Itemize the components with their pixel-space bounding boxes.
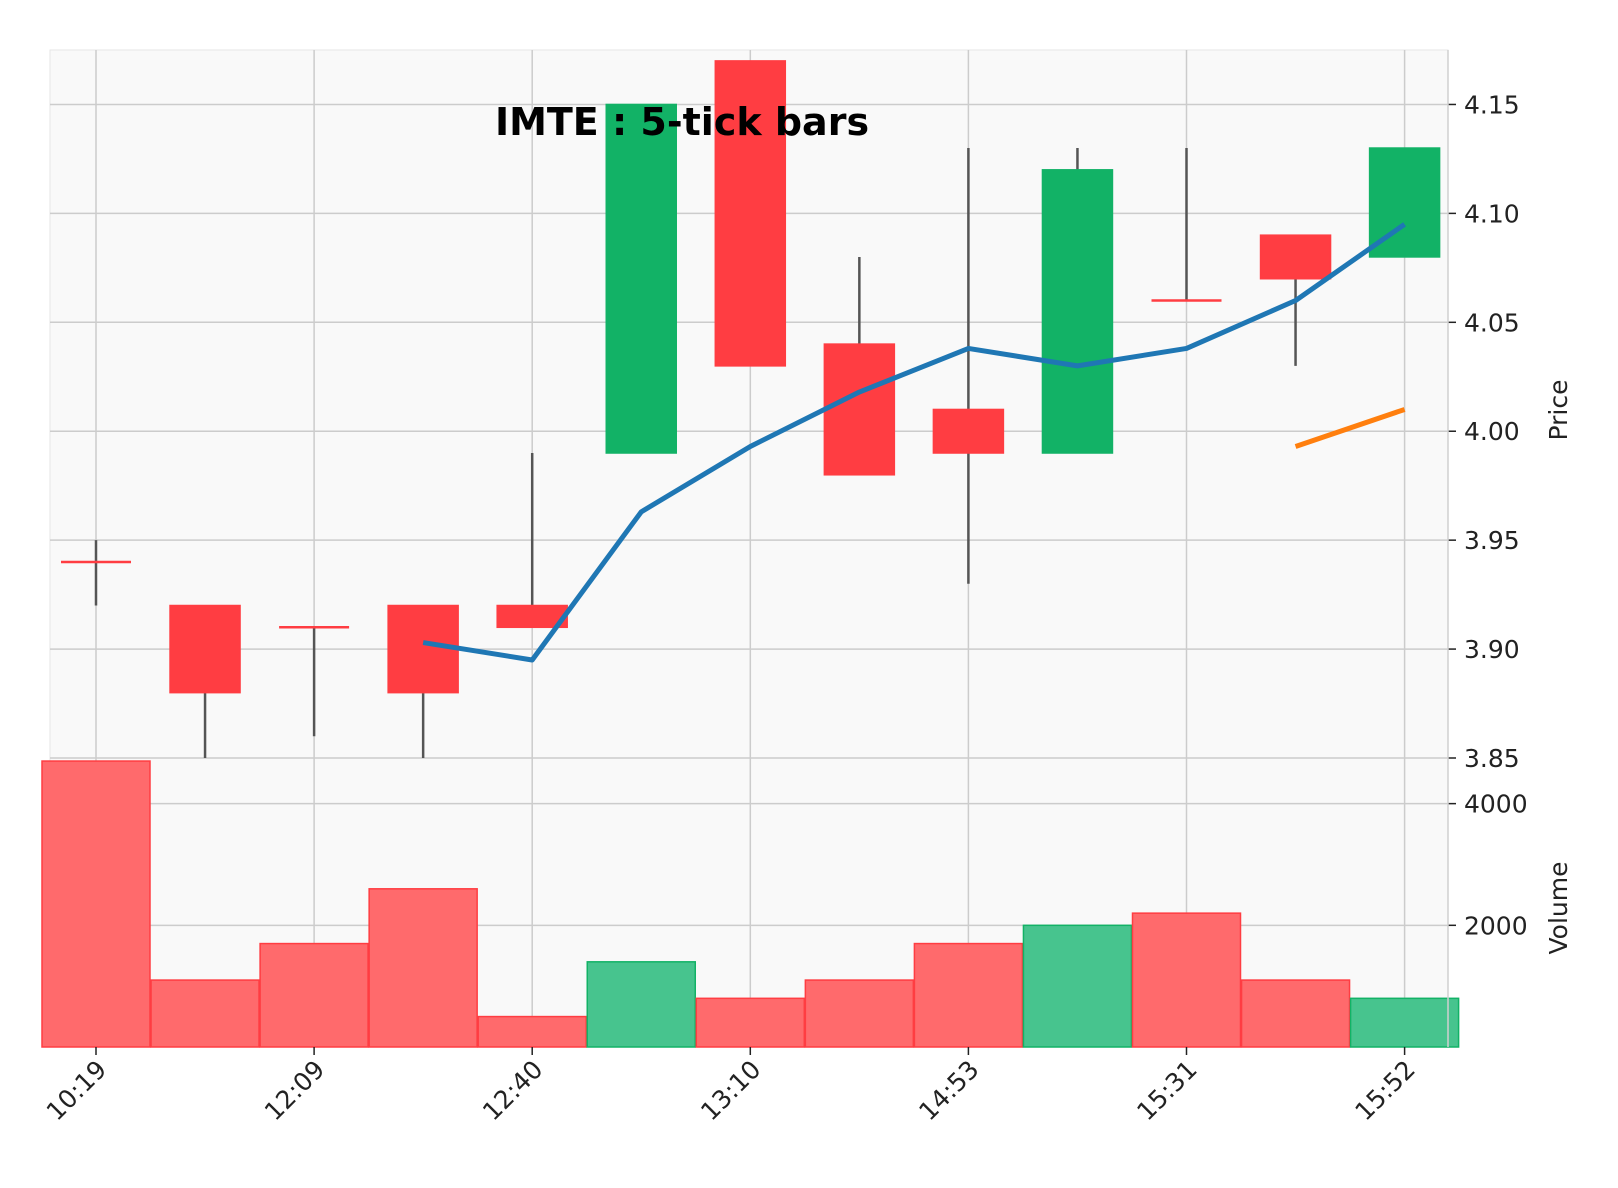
x-tick-label: 12:09 xyxy=(259,1055,330,1126)
candlestick xyxy=(496,453,568,629)
volume-bar xyxy=(1022,924,1133,1048)
moving-averages xyxy=(422,222,1407,663)
x-tick-label: 12:40 xyxy=(477,1055,548,1126)
volume-bar xyxy=(368,888,478,1048)
volume-bar xyxy=(1240,979,1351,1048)
volume-bar xyxy=(259,942,369,1048)
candlesticks xyxy=(61,60,1441,758)
x-tick-label: 14:53 xyxy=(913,1055,984,1126)
volume-bar xyxy=(1349,997,1460,1048)
candlestick xyxy=(605,103,677,454)
x-tick-label: 15:31 xyxy=(1131,1055,1202,1126)
volume-bars xyxy=(41,760,1460,1048)
x-tick-label: 13:10 xyxy=(695,1055,766,1126)
volume-tick-label: 4000 xyxy=(1464,790,1528,819)
volume-tick-label: 2000 xyxy=(1464,911,1528,940)
candlestick xyxy=(279,626,350,737)
candle-body xyxy=(823,343,896,476)
candlestick xyxy=(1151,148,1222,302)
candlestick xyxy=(1041,148,1114,454)
moving-average-line xyxy=(1294,407,1406,449)
candle-body xyxy=(714,60,787,367)
candlestick xyxy=(714,60,787,367)
x-tick-label: 15:52 xyxy=(1349,1055,1420,1126)
candle-body xyxy=(1259,234,1332,280)
price-axis-title: Price xyxy=(1544,380,1573,441)
candlestick xyxy=(932,148,1005,584)
volume-bar xyxy=(804,979,915,1048)
price-tick-label: 4.00 xyxy=(1464,417,1520,446)
volume-bar xyxy=(1131,912,1242,1048)
price-tick-label: 4.15 xyxy=(1464,90,1520,119)
volume-bar xyxy=(586,961,696,1048)
candle-body xyxy=(932,408,1005,454)
candlestick xyxy=(823,256,896,476)
x-tick-label: 10:19 xyxy=(41,1055,112,1126)
candle-body xyxy=(169,604,241,694)
price-tick-label: 3.85 xyxy=(1464,744,1520,773)
chart-title: IMTE : 5-tick bars xyxy=(495,100,869,144)
candle-body xyxy=(605,103,677,454)
volume-bar xyxy=(695,997,806,1048)
candlestick xyxy=(169,604,241,758)
volume-bar xyxy=(477,1015,587,1048)
volume-bar xyxy=(150,979,260,1048)
candle-body xyxy=(1041,169,1114,454)
candlestick xyxy=(1368,147,1441,258)
candle-body xyxy=(387,604,459,694)
volume-axis-title: Volume xyxy=(1544,862,1573,955)
price-tick-label: 3.90 xyxy=(1464,635,1520,664)
candlestick xyxy=(61,540,131,606)
candlestick xyxy=(1259,234,1332,366)
price-tick-label: 4.10 xyxy=(1464,199,1520,228)
moving-average-line xyxy=(422,222,1407,663)
price-tick-label: 4.05 xyxy=(1464,308,1520,337)
volume-bar xyxy=(41,760,151,1048)
volume-bar xyxy=(913,942,1024,1048)
price-tick-label: 3.95 xyxy=(1464,526,1520,555)
